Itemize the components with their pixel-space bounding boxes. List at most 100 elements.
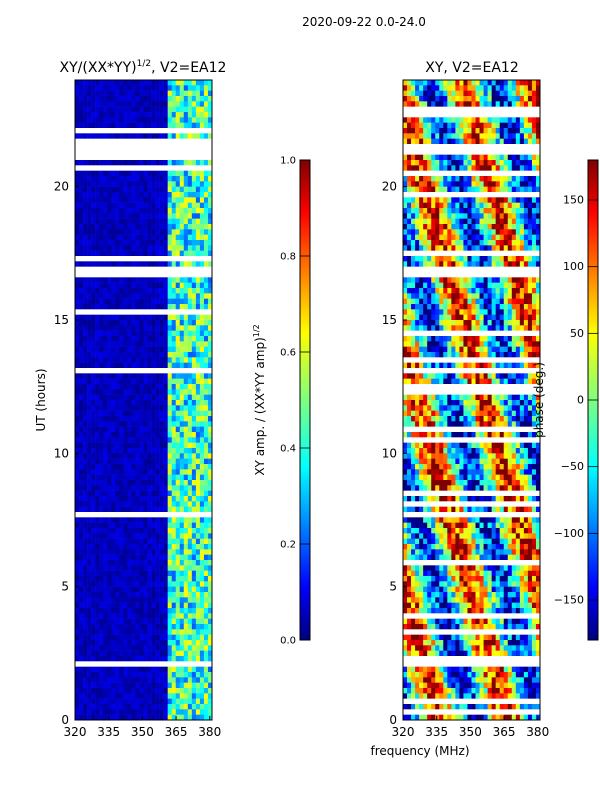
heatmap-cell [147, 122, 152, 129]
heatmap-cell [459, 101, 464, 107]
heatmap-cell [139, 592, 144, 598]
heatmap-cell [75, 490, 80, 497]
heatmap-cell [159, 384, 164, 390]
heatmap-cell [411, 138, 416, 145]
heatmap-cell [115, 586, 120, 593]
heatmap-cell [115, 698, 120, 705]
heatmap-cell [503, 160, 509, 166]
heatmap-cell [511, 176, 517, 182]
heatmap-cell [135, 181, 140, 187]
colorbar-tick-label: 0.6 [280, 348, 296, 359]
heatmap-cell [191, 330, 197, 337]
heatmap-cell [407, 138, 412, 145]
heatmap-cell [179, 618, 185, 625]
heatmap-cell [111, 346, 116, 353]
heatmap-cell [207, 149, 213, 155]
heatmap-cell [203, 325, 209, 331]
heatmap-cell [199, 218, 205, 225]
heatmap-cell [103, 293, 108, 299]
heatmap-cell [119, 138, 124, 145]
heatmap-cell [115, 293, 120, 299]
heatmap-cell [155, 629, 160, 635]
heatmap-cell [455, 101, 460, 107]
heatmap-cell [175, 565, 181, 571]
heatmap-cell [507, 80, 513, 86]
heatmap-cell [195, 597, 201, 603]
heatmap-cell [171, 581, 177, 587]
heatmap-cell [103, 240, 108, 246]
heatmap-cell [163, 538, 168, 545]
heatmap-cell [95, 218, 100, 225]
heatmap-cell [111, 261, 116, 267]
heatmap-cell [99, 693, 104, 699]
heatmap-cell [487, 165, 492, 171]
heatmap-cell [147, 474, 152, 481]
heatmap-cell [87, 256, 92, 262]
heatmap-cell [111, 714, 116, 721]
heatmap-cell [207, 490, 213, 497]
heatmap-cell [107, 128, 112, 134]
heatmap-cell [155, 501, 160, 507]
heatmap-cell [155, 650, 160, 657]
heatmap-cell [127, 176, 132, 182]
heatmap-cell [419, 213, 424, 219]
heatmap-cell [507, 144, 513, 150]
heatmap-cell [447, 149, 452, 155]
heatmap-cell [87, 442, 92, 449]
heatmap-cell [107, 229, 112, 235]
heatmap-cell [119, 698, 124, 705]
heatmap-cell [151, 282, 156, 289]
heatmap-cell [135, 368, 140, 374]
heatmap-cell [111, 421, 116, 427]
heatmap-cell [163, 234, 168, 241]
heatmap-cell [183, 634, 189, 641]
heatmap-cell [135, 560, 140, 566]
heatmap-cell [179, 698, 185, 705]
heatmap-cell [135, 528, 140, 534]
heatmap-cell [535, 122, 541, 129]
heatmap-cell [127, 112, 132, 118]
heatmap-cell [87, 581, 92, 587]
heatmap-cell [195, 458, 201, 465]
heatmap-cell [175, 570, 181, 577]
heatmap-cell [163, 448, 168, 454]
heatmap-cell [167, 458, 173, 465]
heatmap-cell [455, 165, 460, 171]
heatmap-cell [83, 549, 88, 555]
heatmap-cell [499, 160, 505, 166]
heatmap-cell [143, 565, 148, 571]
heatmap-cell [147, 197, 152, 203]
heatmap-cell [111, 698, 116, 705]
heatmap-cell [95, 197, 100, 203]
heatmap-cell [131, 192, 136, 198]
heatmap-cell [75, 80, 80, 86]
heatmap-cell [167, 272, 173, 278]
heatmap-cell [115, 384, 120, 390]
heatmap-cell [87, 160, 92, 166]
heatmap-cell [139, 485, 144, 491]
heatmap-cell [191, 437, 197, 443]
heatmap-cell [131, 218, 136, 225]
heatmap-cell [187, 592, 193, 598]
heatmap-cell [95, 554, 100, 561]
heatmap-cell [79, 346, 84, 353]
heatmap-cell [407, 181, 412, 187]
heatmap-cell [171, 176, 177, 182]
heatmap-cell [87, 181, 92, 187]
heatmap-cell [191, 506, 197, 513]
heatmap-cell [119, 538, 124, 545]
heatmap-cell [91, 154, 96, 161]
heatmap-cell [155, 496, 160, 502]
heatmap-cell [107, 96, 112, 102]
heatmap-cell [443, 101, 448, 107]
heatmap-cell [507, 112, 513, 118]
heatmap-cell [171, 405, 177, 411]
heatmap-cell [123, 704, 128, 710]
heatmap-cell [519, 160, 525, 166]
heatmap-cell [119, 144, 124, 150]
heatmap-cell [147, 352, 152, 358]
heatmap-cell [103, 554, 108, 561]
heatmap-cell [135, 122, 140, 129]
heatmap-cell [163, 416, 168, 422]
heatmap-cell [427, 160, 432, 166]
